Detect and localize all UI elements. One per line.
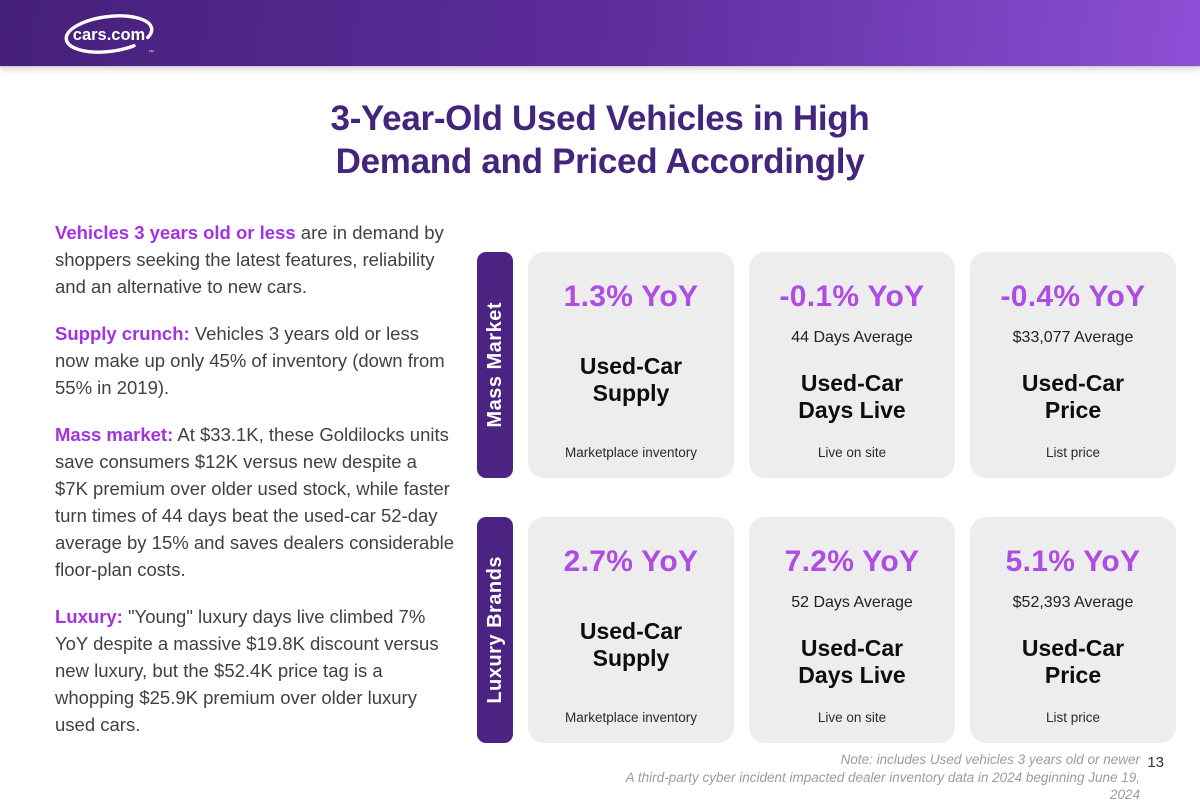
card-caption: Live on site	[817, 710, 887, 725]
paragraph-intro-lead: Vehicles 3 years old or less	[55, 222, 296, 243]
page-number: 13	[1147, 754, 1164, 771]
card-mass-used-car-supply: 1.3% YoY Used-Car Supply Marketplace inv…	[528, 252, 734, 478]
logo-text: cars.com	[73, 26, 145, 44]
card-caption: List price	[1045, 445, 1101, 460]
paragraph-intro: Vehicles 3 years old or less are in dema…	[55, 219, 455, 300]
page-title: 3-Year-Old Used Vehicles in High Demand …	[0, 97, 1200, 183]
footnote-line2: A third-party cyber incident impacted de…	[625, 769, 1140, 785]
page-title-line2: Demand and Priced Accordingly	[335, 142, 865, 181]
stat-detail: $33,077 Average	[1012, 329, 1134, 346]
card-title: Used-Car Supply	[579, 617, 683, 671]
stat-value: 5.1% YoY	[1005, 545, 1141, 578]
card-caption: Live on site	[817, 445, 887, 460]
paragraph-supply-crunch: Supply crunch: Vehicles 3 years old or l…	[55, 320, 455, 401]
paragraph-supply-crunch-lead: Supply crunch:	[55, 323, 190, 344]
stat-value: 1.3% YoY	[563, 280, 699, 313]
card-caption: Marketplace inventory	[564, 710, 698, 725]
card-mass-used-car-price: -0.4% YoY $33,077 Average Used-Car Price…	[970, 252, 1176, 478]
paragraph-mass-market-text: At $33.1K, these Goldilocks units save c…	[55, 424, 455, 580]
stat-value: 2.7% YoY	[563, 545, 699, 578]
stat-panel: Mass Market 1.3% YoY Used-Car Supply Mar…	[477, 252, 1176, 743]
footnote: Note: includes Used vehicles 3 years old…	[626, 751, 1140, 800]
row-label-mass-market-text: Mass Market	[483, 302, 506, 428]
card-mass-used-car-days-live: -0.1% YoY 44 Days Average Used-Car Days …	[749, 252, 955, 478]
stat-detail: 52 Days Average	[791, 594, 913, 611]
row-mass-market: Mass Market 1.3% YoY Used-Car Supply Mar…	[477, 252, 1176, 478]
footnote-line1: Note: includes Used vehicles 3 years old…	[840, 752, 1140, 767]
paragraph-luxury: Luxury: "Young" luxury days live climbed…	[55, 603, 455, 738]
paragraph-luxury-text: "Young" luxury days live climbed 7% YoY …	[55, 606, 439, 735]
card-luxury-used-car-price: 5.1% YoY $52,393 Average Used-Car Price …	[970, 517, 1176, 743]
paragraph-mass-market: Mass market: At $33.1K, these Goldilocks…	[55, 421, 455, 583]
narrative-column: Vehicles 3 years old or less are in dema…	[55, 219, 455, 758]
card-title: Used-Car Days Live	[798, 369, 906, 423]
row-luxury-brands: Luxury Brands 2.7% YoY Used-Car Supply M…	[477, 517, 1176, 743]
card-title: Used-Car Supply	[579, 352, 683, 406]
row-label-mass-market: Mass Market	[477, 252, 513, 478]
stat-value: -0.4% YoY	[1000, 280, 1146, 313]
paragraph-mass-market-lead: Mass market:	[55, 424, 174, 445]
card-caption: Marketplace inventory	[564, 445, 698, 460]
row-label-luxury-brands: Luxury Brands	[477, 517, 513, 743]
stat-value: -0.1% YoY	[779, 280, 925, 313]
card-title: Used-Car Days Live	[798, 634, 906, 688]
header-band: cars.com ™	[0, 0, 1200, 66]
stat-value: 7.2% YoY	[784, 545, 920, 578]
card-title: Used-Car Price	[1021, 634, 1125, 688]
stat-detail: $52,393 Average	[1012, 594, 1134, 611]
paragraph-intro-text: are in demand by shoppers seeking the la…	[55, 222, 444, 297]
card-luxury-used-car-days-live: 7.2% YoY 52 Days Average Used-Car Days L…	[749, 517, 955, 743]
page-title-line1: 3-Year-Old Used Vehicles in High	[330, 99, 870, 138]
footnote-line3: 2024	[1109, 787, 1140, 800]
paragraph-luxury-lead: Luxury:	[55, 606, 123, 627]
paragraph-supply-crunch-text: Vehicles 3 years old or less now make up…	[55, 323, 445, 398]
row-label-luxury-brands-text: Luxury Brands	[483, 556, 506, 704]
stat-detail: 44 Days Average	[791, 329, 913, 346]
card-title: Used-Car Price	[1021, 369, 1125, 423]
logo-trademark: ™	[148, 50, 154, 56]
card-luxury-used-car-supply: 2.7% YoY Used-Car Supply Marketplace inv…	[528, 517, 734, 743]
card-caption: List price	[1045, 710, 1101, 725]
cars-com-logo-icon: cars.com	[64, 14, 154, 54]
